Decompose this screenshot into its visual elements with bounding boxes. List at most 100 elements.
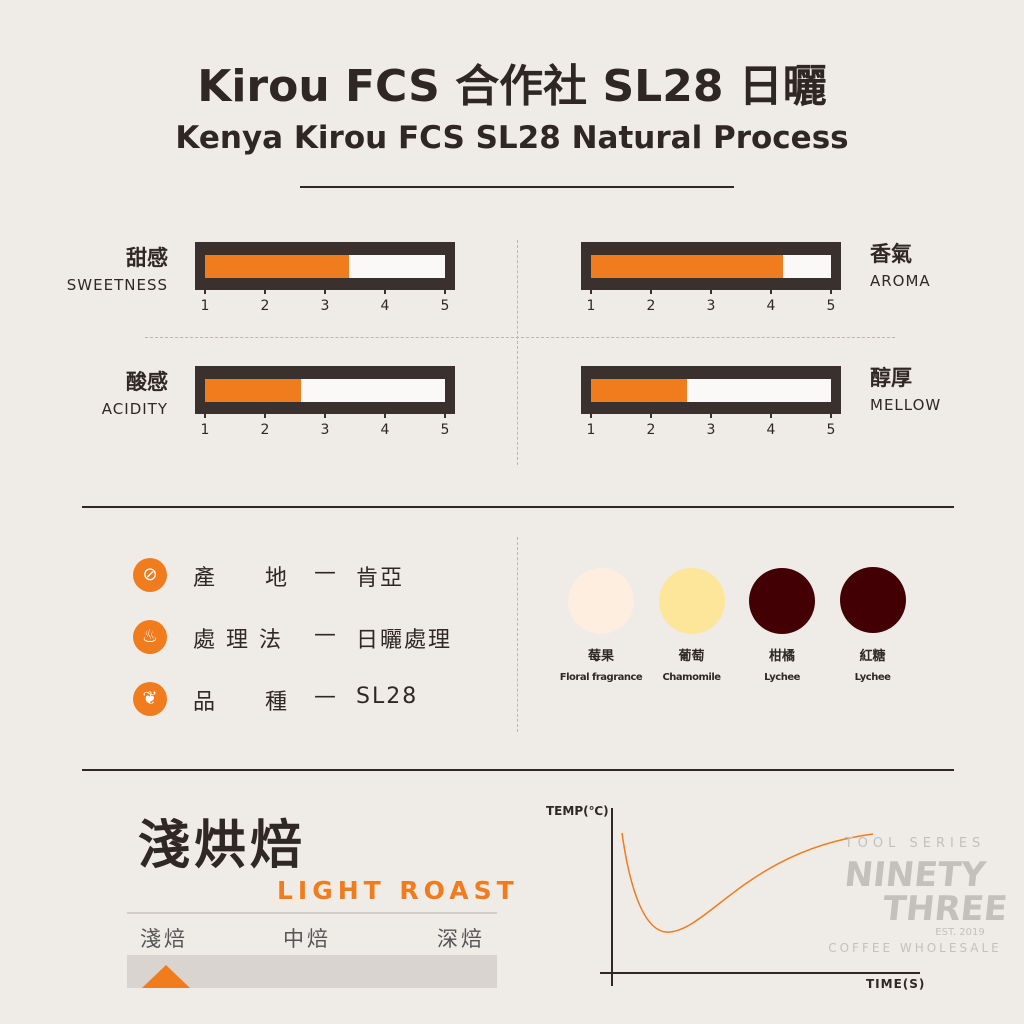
roast-indicator-triangle	[142, 965, 190, 988]
tick-label: 1	[586, 422, 596, 438]
attribute-fill	[591, 379, 687, 402]
attribute-label-zh: 酸感	[126, 370, 168, 394]
curve-x-label: TIME(S)	[866, 977, 926, 991]
attribute-fill	[591, 255, 783, 278]
tick-mark	[650, 286, 652, 294]
title-divider	[300, 186, 734, 188]
info-label: 處 理 法	[193, 628, 283, 653]
attribute-bar	[581, 242, 841, 290]
flavor-swatch	[839, 567, 906, 633]
tick-mark	[710, 286, 712, 294]
tick-mark	[650, 410, 652, 418]
attribute-bar	[195, 242, 455, 290]
tick-label: 1	[200, 422, 210, 438]
vertical-divider	[517, 240, 518, 465]
tick-mark	[204, 286, 206, 294]
attribute-label-zh: 甜感	[126, 246, 168, 270]
attribute-bar	[581, 366, 841, 414]
section-divider	[82, 506, 954, 508]
ninety-three-logo: TOOL SERIES NINETY THREE EST. 2019 COFFE…	[815, 836, 1015, 960]
tick-mark	[264, 286, 266, 294]
info-dash: —	[314, 560, 338, 585]
flavor-name-zh: 柑橘	[768, 649, 795, 664]
tick-mark	[590, 410, 592, 418]
tick-mark	[384, 410, 386, 418]
tick-label: 4	[380, 298, 390, 314]
section-divider	[82, 769, 954, 771]
attribute-label-en: SWEETNESS	[66, 276, 168, 294]
info-value: 日曬處理	[356, 628, 453, 653]
tick-label: 3	[706, 298, 716, 314]
tick-label: 4	[766, 422, 776, 438]
attribute-label-en: MELLOW	[870, 396, 942, 414]
flavor-name-zh: 葡萄	[678, 649, 705, 664]
tick-label: 3	[320, 298, 330, 314]
tick-mark	[384, 286, 386, 294]
roast-title: 淺烘焙	[138, 816, 307, 876]
vertical-divider	[517, 537, 518, 732]
attribute-fill	[205, 379, 301, 402]
info-dash: —	[314, 622, 338, 647]
flavor-name-zh: 紅糖	[859, 649, 886, 664]
logo-line1: NINETY	[842, 855, 988, 895]
flavor-name-en: Floral fragrance	[559, 672, 643, 683]
tick-mark	[324, 286, 326, 294]
flavor-name-en: Chamomile	[662, 672, 721, 683]
info-dash: —	[314, 684, 338, 709]
roast-line	[127, 912, 497, 914]
tick-mark	[770, 410, 772, 418]
tick-label: 4	[380, 422, 390, 438]
tick-label: 3	[706, 422, 716, 438]
logo-bottom-text: COFFEE WHOLESALE	[828, 941, 1002, 955]
flavor-swatch	[749, 568, 815, 634]
tick-mark	[444, 410, 446, 418]
info-value: 肯亞	[356, 566, 405, 591]
curve-y-label: TEMP(℃)	[546, 804, 609, 818]
tick-mark	[830, 286, 832, 294]
roast-english: LIGHT ROAST	[277, 876, 519, 905]
tick-label: 5	[440, 422, 450, 438]
attribute-label-en: ACIDITY	[101, 400, 168, 418]
attribute-bar	[195, 366, 455, 414]
attribute-label-en: AROMA	[870, 272, 931, 290]
logo-top-text: TOOL SERIES	[844, 836, 986, 851]
page-title: Kirou FCS 合作社 SL28 日曬	[197, 61, 827, 112]
tick-label: 5	[826, 422, 836, 438]
info-label: 產 地	[193, 566, 290, 591]
tick-label: 3	[320, 422, 330, 438]
attribute-fill	[205, 255, 349, 278]
roast-curve-chart	[600, 808, 920, 986]
tick-mark	[590, 286, 592, 294]
tick-label: 5	[440, 298, 450, 314]
process-steam-icon: ♨	[133, 620, 167, 654]
attribute-scale: 1 2 3 4 5	[581, 286, 841, 320]
attribute-scale: 1 2 3 4 5	[195, 410, 455, 444]
tick-label: 1	[200, 298, 210, 314]
tick-mark	[710, 410, 712, 418]
flavor-name-zh: 莓果	[587, 649, 614, 664]
attribute-label-zh: 醇厚	[870, 366, 912, 390]
info-value: SL28	[356, 684, 419, 709]
info-label: 品 種	[193, 690, 290, 715]
attribute-label-zh: 香氣	[870, 242, 912, 266]
flavor-swatch	[568, 568, 634, 634]
flavor-name-en: Lychee	[764, 672, 800, 683]
roast-level-light: 淺焙	[140, 927, 188, 951]
horizontal-divider	[145, 337, 895, 338]
coffee-bean-icon: ⊘	[133, 558, 167, 592]
tick-mark	[204, 410, 206, 418]
attribute-scale: 1 2 3 4 5	[581, 410, 841, 444]
tick-label: 5	[826, 298, 836, 314]
tick-mark	[830, 410, 832, 418]
roast-level-medium: 中焙	[283, 927, 331, 951]
tick-mark	[444, 286, 446, 294]
flavor-name-en: Lychee	[854, 672, 891, 683]
attribute-scale: 1 2 3 4 5	[195, 286, 455, 320]
tick-label: 4	[766, 298, 776, 314]
tick-label: 2	[260, 422, 270, 438]
plant-icon: ❦	[133, 682, 167, 716]
tick-mark	[264, 410, 266, 418]
tick-label: 2	[260, 298, 270, 314]
tick-mark	[324, 410, 326, 418]
roast-curve-line	[621, 832, 874, 933]
